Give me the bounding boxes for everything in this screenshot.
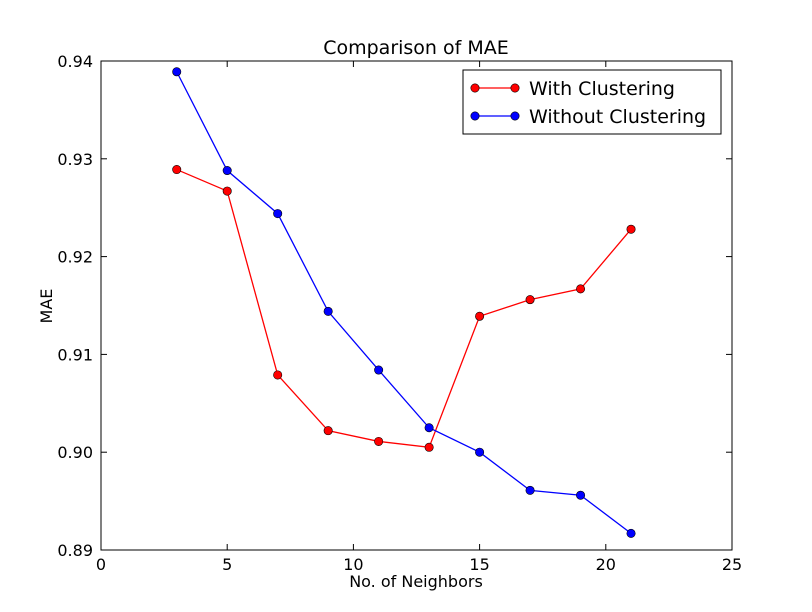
y-tick-label: 0.89: [57, 541, 93, 560]
x-tick-label: 20: [596, 555, 616, 574]
y-axis-label: MAE: [37, 289, 56, 324]
x-tick-label: 10: [343, 555, 363, 574]
data-point: [475, 311, 485, 321]
legend-marker: [510, 111, 520, 121]
data-point: [323, 306, 333, 316]
series-line: [176, 71, 632, 534]
data-point: [374, 365, 384, 375]
data-point: [626, 528, 636, 538]
legend: With Clustering Without Clustering: [462, 69, 722, 135]
data-point: [475, 447, 485, 457]
data-point: [222, 186, 232, 196]
x-tick-label: 5: [222, 555, 232, 574]
data-point: [273, 370, 283, 380]
chart-title: Comparison of MAE: [323, 37, 509, 59]
series-2: [172, 67, 636, 538]
legend-box: [462, 69, 722, 135]
legend-label: Without Clustering: [529, 106, 706, 128]
series-1: [172, 165, 636, 452]
y-tick-label: 0.92: [57, 248, 93, 267]
data-point: [424, 442, 434, 452]
data-point: [222, 166, 232, 176]
y-tick-label: 0.90: [57, 443, 93, 462]
series-layer: [172, 67, 636, 538]
data-point: [525, 485, 535, 495]
legend-label: With Clustering: [529, 78, 675, 100]
data-point: [576, 284, 586, 294]
data-point: [374, 436, 384, 446]
legend-marker: [470, 83, 480, 93]
x-axis-label: No. of Neighbors: [349, 572, 483, 591]
y-tick-label: 0.94: [57, 52, 93, 71]
y-tick-label: 0.91: [57, 345, 93, 364]
data-point: [424, 423, 434, 433]
data-point: [626, 224, 636, 234]
series-line: [176, 168, 632, 449]
x-tick-label: 15: [469, 555, 489, 574]
data-point: [172, 165, 182, 175]
data-point: [172, 67, 182, 77]
legend-entry: Without Clustering: [470, 106, 706, 128]
data-point: [576, 490, 586, 500]
legend-marker: [510, 83, 520, 93]
data-point: [323, 426, 333, 436]
axis-ticks: 0 5 10 15 20 25 0.89 0.90 0.91 0.92 0.93 0.94: [57, 52, 742, 574]
data-point: [273, 209, 283, 219]
y-tick-label: 0.93: [57, 150, 93, 169]
legend-entry: With Clustering: [470, 78, 675, 100]
x-tick-label: 25: [722, 555, 742, 574]
legend-marker: [470, 111, 480, 121]
plot-area: [100, 60, 733, 551]
data-point: [525, 295, 535, 305]
x-tick-label: 0: [96, 555, 106, 574]
